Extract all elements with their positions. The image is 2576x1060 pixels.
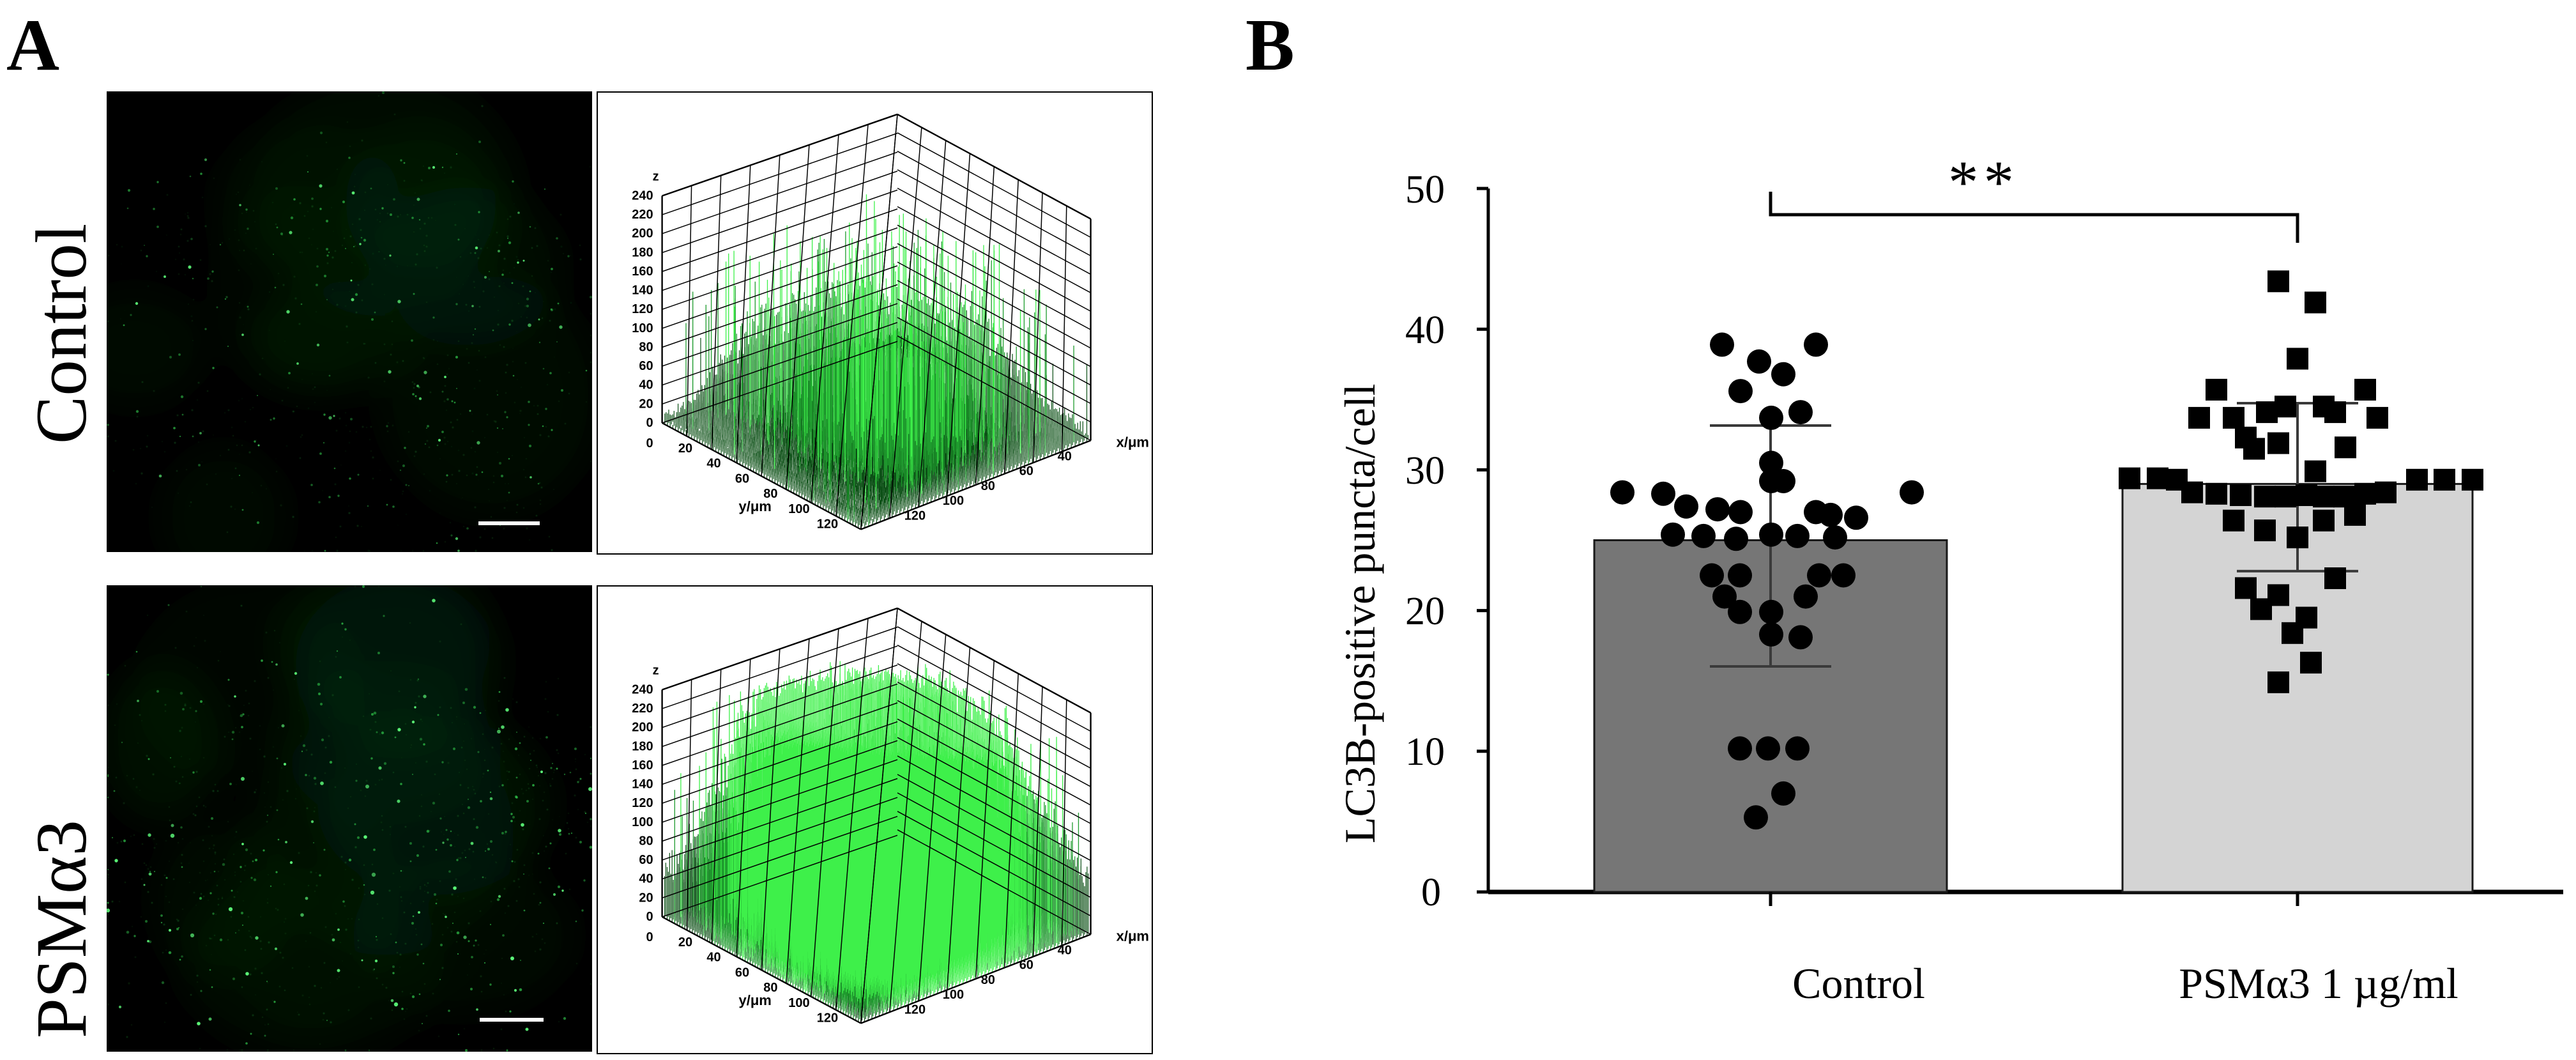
svg-text:z: z (653, 170, 659, 184)
svg-text:20: 20 (678, 442, 692, 456)
svg-text:120: 120 (817, 1011, 838, 1025)
svg-text:140: 140 (632, 284, 653, 298)
svg-text:y/μm: y/μm (739, 498, 772, 514)
svg-text:200: 200 (632, 721, 653, 735)
svg-text:80: 80 (639, 834, 653, 849)
svg-text:0: 0 (646, 930, 653, 944)
svg-text:100: 100 (632, 815, 653, 829)
svg-text:80: 80 (639, 341, 653, 355)
svg-text:80: 80 (981, 479, 995, 493)
svg-text:160: 160 (632, 758, 653, 772)
svg-text:100: 100 (943, 494, 964, 508)
svg-text:60: 60 (735, 472, 749, 486)
svg-text:y/μm: y/μm (739, 992, 772, 1008)
svg-text:0: 0 (646, 910, 653, 924)
svg-text:z: z (653, 664, 659, 678)
svg-text:20: 20 (639, 891, 653, 905)
svg-text:60: 60 (639, 853, 653, 867)
svg-text:40: 40 (639, 378, 653, 392)
svg-text:100: 100 (943, 988, 964, 1002)
svg-text:120: 120 (817, 518, 838, 532)
svg-text:120: 120 (904, 1002, 926, 1017)
svg-text:180: 180 (632, 739, 653, 753)
svg-text:60: 60 (735, 965, 749, 979)
svg-text:200: 200 (632, 227, 653, 241)
svg-text:40: 40 (1058, 450, 1072, 464)
svg-text:40: 40 (706, 951, 720, 965)
svg-text:240: 240 (632, 683, 653, 697)
svg-text:60: 60 (1019, 465, 1033, 479)
svg-text:140: 140 (632, 778, 653, 792)
svg-text:160: 160 (632, 265, 653, 279)
svg-text:40: 40 (639, 872, 653, 886)
svg-text:80: 80 (981, 973, 995, 987)
svg-text:0: 0 (646, 436, 653, 450)
svg-text:100: 100 (632, 321, 653, 335)
svg-text:120: 120 (632, 302, 653, 316)
svg-text:40: 40 (706, 457, 720, 471)
svg-text:0: 0 (646, 416, 653, 430)
svg-text:60: 60 (639, 359, 653, 373)
svg-text:180: 180 (632, 245, 653, 259)
svg-text:220: 220 (632, 208, 653, 222)
svg-text:220: 220 (632, 702, 653, 716)
svg-text:120: 120 (904, 509, 926, 523)
svg-text:x/μm: x/μm (1117, 928, 1149, 944)
svg-text:20: 20 (639, 397, 653, 411)
svg-text:120: 120 (632, 796, 653, 810)
svg-text:60: 60 (1019, 958, 1033, 972)
svg-text:100: 100 (788, 502, 809, 516)
svg-text:40: 40 (1058, 944, 1072, 958)
svg-text:x/μm: x/μm (1117, 434, 1149, 450)
svg-text:100: 100 (788, 996, 809, 1010)
svg-text:240: 240 (632, 189, 653, 203)
svg-text:20: 20 (678, 935, 692, 949)
